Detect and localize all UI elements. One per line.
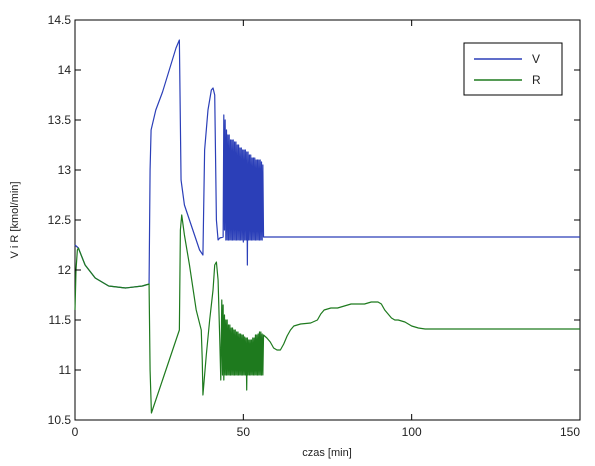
y-tick-label: 12 [58, 263, 72, 277]
legend: V R [463, 42, 563, 96]
legend-label-r: R [532, 73, 541, 87]
legend-label-v: V [532, 52, 540, 66]
x-axis-label: czas [min] [302, 447, 352, 459]
y-tick-label: 11.5 [49, 313, 72, 327]
x-tick-label: 50 [237, 425, 251, 439]
y-tick-label: 13.5 [48, 113, 72, 127]
tick-label-layer: 0 50 100 150 10.5 11 11.5 12 12.5 13 13.5 14 14.5 [48, 13, 581, 439]
y-tick-label: 14 [58, 63, 72, 77]
y-tick-label: 10.5 [48, 413, 72, 427]
x-tick-label: 150 [560, 425, 580, 439]
y-tick-label: 13 [58, 163, 72, 177]
legend-box [463, 42, 563, 96]
x-tick-label: 100 [402, 425, 422, 439]
series-line-v [74, 39, 580, 289]
y-tick-label: 14.5 [48, 13, 72, 27]
series-line-r [74, 214, 580, 414]
series-layer [74, 39, 580, 414]
y-tick-label: 12.5 [48, 213, 72, 227]
y-axis-label: V i R [kmol/min] [9, 181, 21, 258]
tick-layer [74, 19, 581, 421]
y-tick-label: 11 [59, 363, 72, 377]
x-tick-label: 0 [72, 425, 79, 439]
